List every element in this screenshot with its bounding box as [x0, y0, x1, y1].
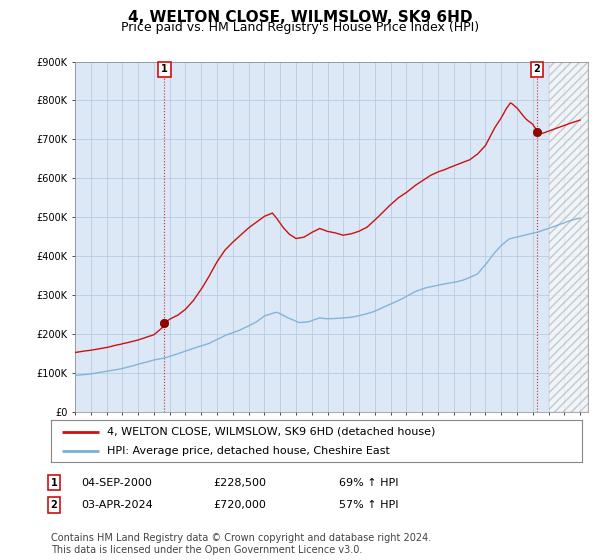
Text: Contains HM Land Registry data © Crown copyright and database right 2024.
This d: Contains HM Land Registry data © Crown c…	[51, 533, 431, 555]
Text: 1: 1	[50, 478, 58, 488]
Text: 03-APR-2024: 03-APR-2024	[81, 500, 153, 510]
Text: 2: 2	[50, 500, 58, 510]
Text: 4, WELTON CLOSE, WILMSLOW, SK9 6HD: 4, WELTON CLOSE, WILMSLOW, SK9 6HD	[128, 10, 472, 25]
Text: 4, WELTON CLOSE, WILMSLOW, SK9 6HD (detached house): 4, WELTON CLOSE, WILMSLOW, SK9 6HD (deta…	[107, 427, 435, 437]
Text: 04-SEP-2000: 04-SEP-2000	[81, 478, 152, 488]
Text: Price paid vs. HM Land Registry's House Price Index (HPI): Price paid vs. HM Land Registry's House …	[121, 21, 479, 34]
Text: 1: 1	[161, 64, 168, 74]
Text: 69% ↑ HPI: 69% ↑ HPI	[339, 478, 398, 488]
Text: £720,000: £720,000	[213, 500, 266, 510]
Bar	[548, 62, 588, 412]
Text: 57% ↑ HPI: 57% ↑ HPI	[339, 500, 398, 510]
Text: 2: 2	[533, 64, 540, 74]
Text: HPI: Average price, detached house, Cheshire East: HPI: Average price, detached house, Ches…	[107, 446, 389, 456]
Text: £228,500: £228,500	[213, 478, 266, 488]
